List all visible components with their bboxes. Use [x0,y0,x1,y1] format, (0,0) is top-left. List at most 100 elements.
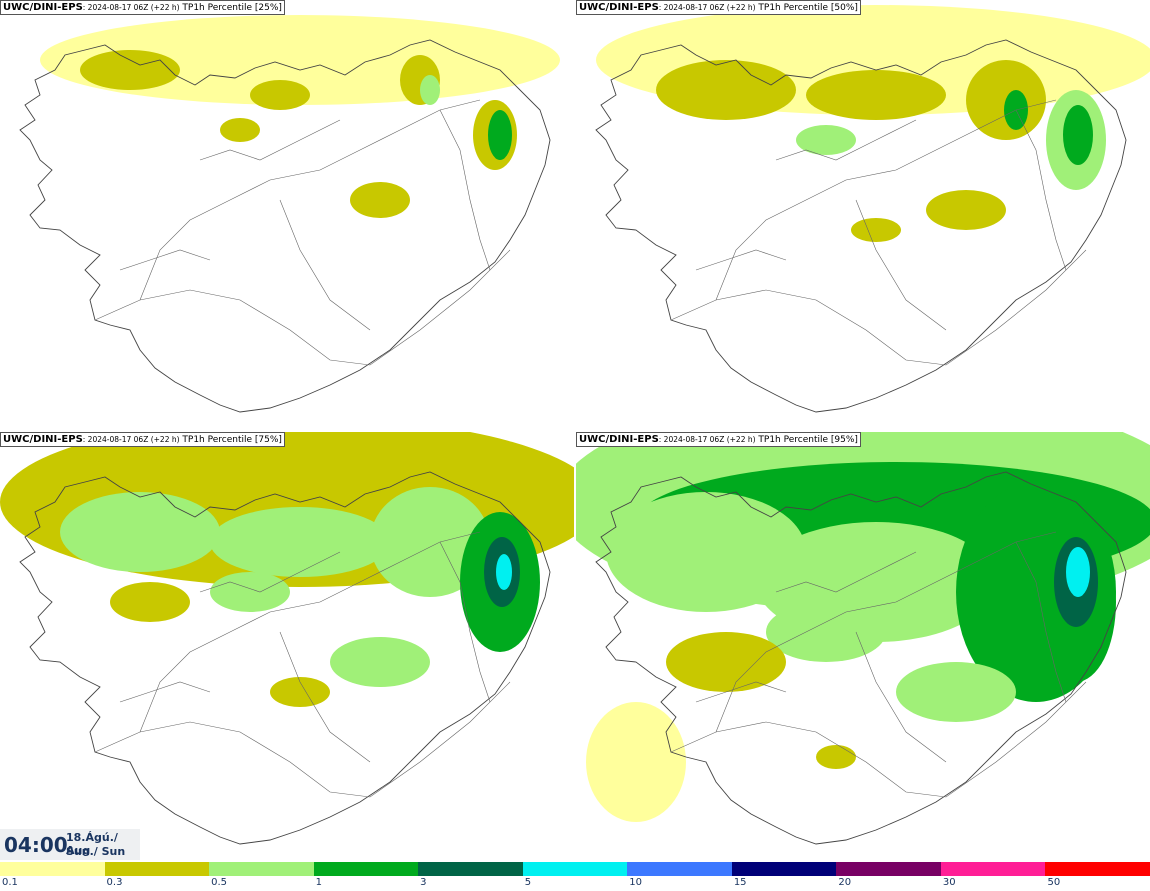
precip-area [926,190,1006,230]
colorbar-tick: 50 [1047,877,1061,888]
road-line [439,109,491,271]
model-name: UWC/DINI-EPS [579,434,659,445]
road-line [670,681,1087,798]
precipitation-map [0,432,574,845]
colorbar-tick: 3 [420,877,427,888]
precip-area [110,582,190,622]
colorbar-tick-labels: 0.1 0.3 0.5 1 3 5 10 15 20 30 50 [0,876,1150,891]
precipitation-colorbar [0,862,1150,876]
road-line [715,531,1057,733]
precip-area [1063,105,1093,165]
colorbar-tick: 20 [838,877,852,888]
precip-area [370,487,490,597]
valid-time: 04:00 [4,833,68,857]
map-panel: UWC/DINI-EPS: 2024-08-17 06Z (+22 h) TP1… [576,0,1150,429]
valid-time-box: 04:00 18.Ágú./ Aug Sun./ Sun [0,829,140,860]
colorbar-tick: 15 [733,877,747,888]
road-line [670,249,1087,366]
run-info: : 2024-08-17 06Z (+22 h) [82,3,180,12]
colorbar-tick: 30 [942,877,956,888]
road-line [199,119,341,161]
panel-header: UWC/DINI-EPS: 2024-08-17 06Z (+22 h) TP1… [576,432,861,447]
colorbar-segment [104,862,210,876]
precip-area [60,492,220,572]
parameter-label: TP1h Percentile [95%] [755,435,858,445]
parameter-label: TP1h Percentile [50%] [755,3,858,13]
colorbar-segment [1045,862,1150,876]
colorbar-segment [0,862,105,876]
precip-area [796,125,856,155]
road-line [695,249,787,271]
colorbar-tick: 1 [315,877,322,888]
precipitation-map [19,15,560,413]
precip-area [806,70,946,120]
road-line [279,199,371,331]
precip-area [496,554,512,590]
road-line [715,99,1057,301]
road-line [94,681,511,798]
precipitation-map [576,432,1150,845]
map-panel: UWC/DINI-EPS: 2024-08-17 06Z (+22 h) TP1… [0,0,574,429]
precip-area [766,602,886,662]
road-line [279,631,371,763]
road-line [1015,541,1067,703]
road-line [94,249,511,366]
colorbar-segment [731,862,837,876]
precip-area [420,75,440,105]
map-panel: UWC/DINI-EPS: 2024-08-17 06Z (+22 h) TP1… [0,432,574,861]
road-line [439,541,491,703]
colorbar-tick: 0.1 [2,877,18,888]
valid-date-line2: Sun./ Sun [66,845,126,858]
colorbar-segment [940,862,1046,876]
road-line [1015,109,1067,271]
colorbar-segment [209,862,314,876]
road-line [139,531,481,733]
colorbar-tick: 5 [524,877,532,888]
road-line [775,119,917,161]
colorbar-segment [522,862,628,876]
precip-area [656,60,796,120]
road-line [119,249,211,271]
precip-area [816,745,856,769]
colorbar-segment [627,862,732,876]
coastline [595,471,1127,845]
coastline [595,39,1127,413]
precip-area [1066,547,1090,597]
parameter-label: TP1h Percentile [25%] [179,3,282,13]
precip-area [896,662,1016,722]
colorbar-tick: 0.3 [106,877,123,888]
precip-area [250,80,310,110]
road-line [119,681,211,703]
road-line [695,681,787,703]
road-line [139,99,481,301]
road-line [855,199,947,331]
panel-header: UWC/DINI-EPS: 2024-08-17 06Z (+22 h) TP1… [0,0,285,15]
colorbar-segment [418,862,523,876]
map-panel: UWC/DINI-EPS: 2024-08-17 06Z (+22 h) TP1… [576,432,1150,861]
precip-area [270,677,330,707]
road-line [855,631,947,763]
precip-area [350,182,410,218]
precip-area [80,50,180,90]
precip-area [330,637,430,687]
precip-area [488,110,512,160]
precip-area [666,632,786,692]
precip-area [220,118,260,142]
run-info: : 2024-08-17 06Z (+22 h) [658,435,756,444]
road-line [775,551,917,593]
model-name: UWC/DINI-EPS [579,2,659,13]
colorbar-tick: 10 [629,877,642,888]
coastline [19,471,551,845]
panel-header: UWC/DINI-EPS: 2024-08-17 06Z (+22 h) TP1… [0,432,285,447]
run-info: : 2024-08-17 06Z (+22 h) [658,3,756,12]
precip-area [210,572,290,612]
valid-date-line1: 18.Ágú./ Aug [66,831,118,857]
run-info: : 2024-08-17 06Z (+22 h) [82,435,180,444]
colorbar-tick: 0.5 [211,877,227,888]
panel-header: UWC/DINI-EPS: 2024-08-17 06Z (+22 h) TP1… [576,0,861,15]
colorbar-segment [836,862,941,876]
precip-area [586,702,686,822]
coastline [19,39,551,413]
precipitation-map [595,5,1150,413]
precip-area [851,218,901,242]
